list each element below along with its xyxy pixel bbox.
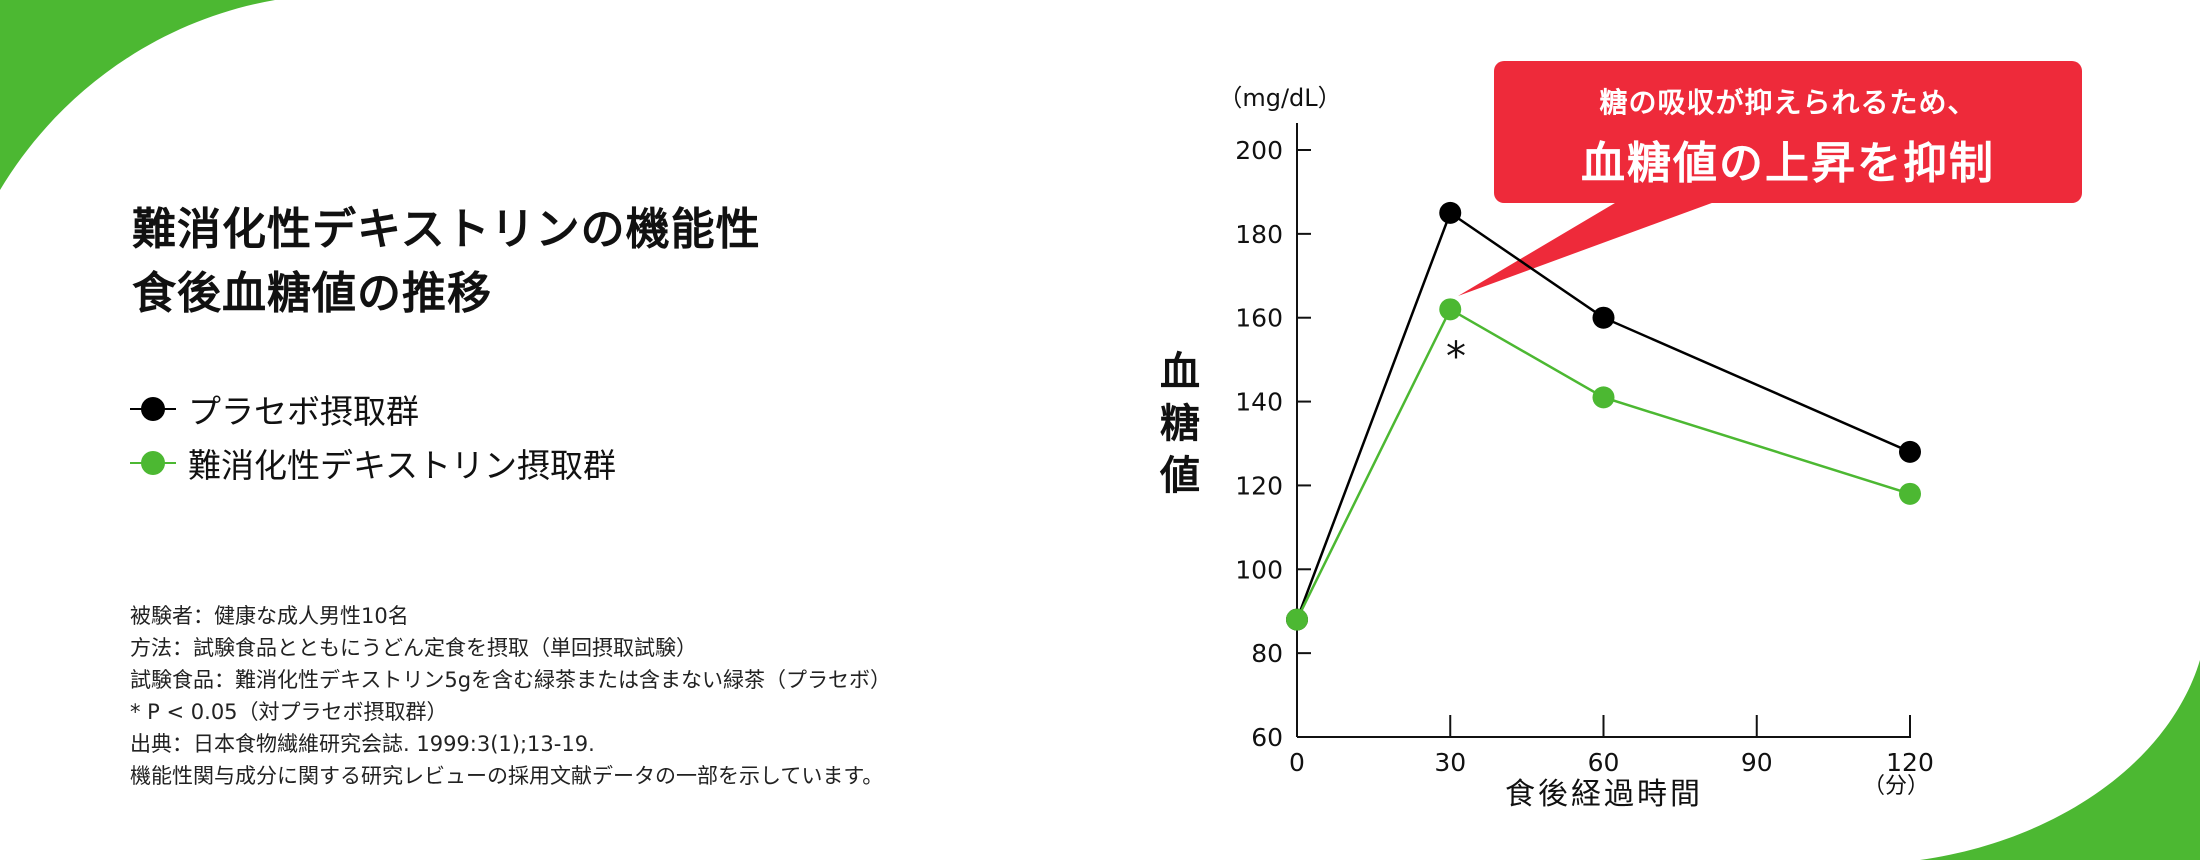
dextrin-data-point (1286, 608, 1308, 631)
legend-marker-green-icon (130, 451, 176, 475)
page-title: 難消化性デキストリンの機能性 食後血糖値の推移 (132, 198, 761, 326)
data-series (1286, 201, 1921, 631)
x-tick-label: 0 (1289, 748, 1305, 777)
note-source: 出典：日本食物繊維研究会誌. 1999:3(1);13-19. (130, 732, 595, 756)
legend: プラセボ摂取群 難消化性デキストリン摂取群 (130, 382, 616, 490)
callout-line-1: 糖の吸収が抑えられるため、 (1599, 86, 1977, 119)
callout-pointer (1458, 200, 1720, 296)
placebo-data-point (1439, 201, 1462, 224)
study-notes: 被験者：健康な成人男性10名 方法：試験食品とともにうどん定食を摂取（単回摂取試… (130, 600, 891, 792)
x-axis-unit: （分） (1863, 774, 1929, 799)
x-tick-label: 60 (1588, 748, 1620, 777)
placebo-data-point (1899, 440, 1921, 463)
note-subjects: 被験者：健康な成人男性10名 (130, 604, 409, 628)
note-disclaimer: 機能性関与成分に関する研究レビューの採用文献データの一部を示しています。 (130, 764, 884, 788)
legend-item-placebo: プラセボ摂取群 (130, 382, 616, 436)
y-axis-unit: （mg/dL） (1218, 84, 1341, 112)
callout-line-2: 血糖値の上昇を抑制 (1581, 138, 1995, 189)
y-tick-label: 100 (1235, 555, 1283, 584)
legend-label: 難消化性デキストリン摂取群 (188, 446, 617, 485)
dextrin-line (1295, 307, 1911, 621)
significance-asterisk: * (1446, 334, 1466, 380)
y-axis-title-text: 血糖値 (1160, 349, 1200, 499)
placebo-line (1295, 210, 1911, 621)
y-tick-label: 200 (1235, 136, 1283, 165)
y-ticks: 60 80 100 120 140 160 180 200 (1235, 136, 1311, 752)
dextrin-data-point (1439, 298, 1462, 321)
placebo-data-point (1592, 306, 1615, 329)
x-tick-label: 30 (1434, 748, 1466, 777)
x-ticks: 0 30 60 90 120 (1289, 715, 1934, 777)
legend-label: プラセボ摂取群 (188, 392, 419, 431)
corner-decoration-bottom-right (1920, 660, 2200, 860)
y-tick-label: 180 (1235, 220, 1283, 249)
corner-decoration-top-left (0, 0, 275, 190)
note-method: 方法：試験食品とともにうどん定食を摂取（単回摂取試験） (130, 636, 697, 660)
y-tick-label: 120 (1235, 471, 1283, 500)
legend-item-dextrin: 難消化性デキストリン摂取群 (130, 436, 616, 490)
x-tick-label: 90 (1741, 748, 1773, 777)
y-tick-label: 80 (1251, 639, 1283, 668)
y-tick-label: 160 (1235, 304, 1283, 333)
legend-marker-black-icon (130, 397, 176, 421)
dextrin-data-point (1592, 386, 1615, 409)
y-axis-title: 血糖値 (1158, 346, 1202, 502)
dextrin-data-point (1899, 482, 1921, 505)
x-tick-label: 120 (1886, 748, 1934, 777)
title-line-2: 食後血糖値の推移 (132, 268, 492, 319)
x-axis-title: 食後経過時間 (1505, 777, 1703, 812)
note-test-food: 試験食品：難消化性デキストリン5gを含む緑茶または含まない緑茶（プラセボ） (130, 668, 892, 692)
note-significance: * P < 0.05（対プラセボ摂取群） (130, 700, 448, 724)
y-tick-label: 60 (1251, 723, 1283, 752)
callout-box: 糖の吸収が抑えられるため、 血糖値の上昇を抑制 (1494, 61, 2082, 203)
title-line-1: 難消化性デキストリンの機能性 (132, 204, 761, 255)
y-tick-label: 140 (1235, 388, 1283, 417)
